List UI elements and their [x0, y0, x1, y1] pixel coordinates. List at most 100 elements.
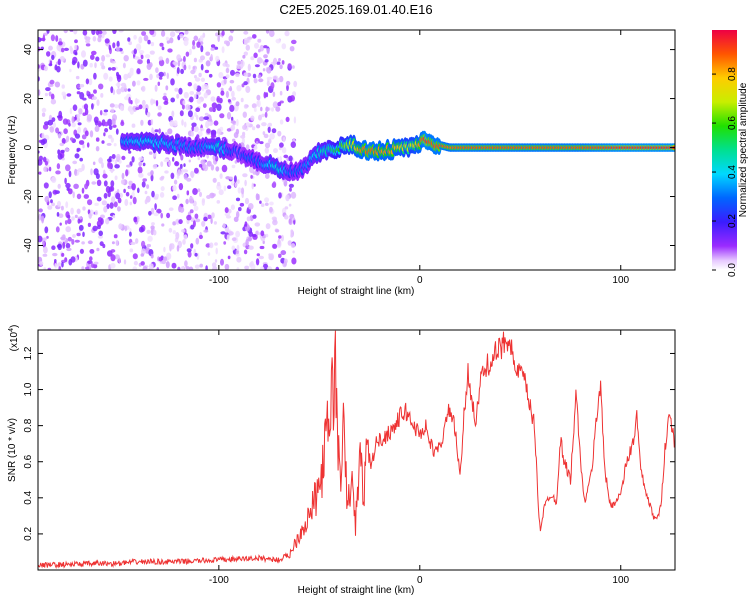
- noise-speckle: [157, 81, 161, 87]
- noise-speckle: [135, 107, 140, 111]
- noise-speckle: [217, 34, 220, 43]
- noise-speckle: [43, 65, 48, 72]
- noise-speckle: [168, 207, 174, 211]
- noise-speckle: [71, 60, 76, 66]
- noise-speckle: [74, 133, 81, 139]
- noise-speckle: [156, 267, 160, 270]
- noise-speckle: [209, 242, 214, 249]
- noise-speckle: [242, 173, 248, 178]
- noise-speckle: [96, 99, 100, 106]
- noise-speckle: [100, 61, 104, 67]
- colorbar-tick-label: 0.8: [727, 67, 738, 81]
- noise-speckle: [43, 182, 49, 189]
- noise-speckle: [56, 163, 61, 170]
- noise-speckle: [138, 156, 144, 161]
- noise-speckle: [108, 76, 113, 82]
- noise-speckle: [38, 37, 42, 43]
- noise-speckle: [120, 121, 125, 127]
- noise-speckle: [38, 235, 43, 243]
- noise-speckle: [103, 180, 108, 187]
- noise-speckle: [92, 225, 98, 232]
- noise-speckle: [159, 76, 163, 80]
- noise-speckle: [172, 221, 177, 226]
- noise-speckle: [178, 219, 183, 225]
- noise-speckle: [172, 157, 175, 162]
- noise-speckle: [182, 100, 186, 105]
- noise-speckle: [260, 106, 263, 112]
- noise-speckle: [114, 104, 119, 109]
- noise-speckle: [141, 248, 146, 255]
- noise-speckle: [214, 46, 219, 50]
- noise-speckle: [185, 198, 189, 205]
- noise-speckle: [292, 91, 297, 97]
- noise-speckle: [266, 76, 273, 80]
- noise-speckle: [97, 235, 103, 239]
- noise-speckle: [234, 182, 238, 188]
- noise-speckle: [229, 104, 235, 112]
- noise-speckle: [280, 250, 287, 256]
- noise-speckle: [148, 151, 153, 155]
- noise-speckle: [51, 117, 56, 122]
- noise-speckle: [94, 62, 97, 69]
- noise-speckle: [62, 118, 69, 125]
- noise-speckle: [253, 78, 258, 84]
- noise-speckle: [124, 198, 129, 207]
- noise-speckle: [98, 30, 103, 35]
- noise-speckle: [66, 135, 70, 142]
- noise-speckle: [276, 61, 281, 65]
- noise-speckle: [70, 137, 74, 141]
- noise-speckle: [230, 120, 236, 124]
- noise-speckle: [134, 56, 140, 60]
- noise-speckle: [167, 128, 173, 135]
- noise-speckle: [82, 59, 88, 67]
- noise-speckle: [138, 50, 145, 54]
- noise-speckle: [66, 93, 72, 97]
- noise-speckle: [63, 47, 69, 52]
- noise-speckle: [178, 183, 184, 191]
- noise-speckle: [172, 185, 177, 192]
- noise-speckle: [174, 161, 178, 165]
- noise-speckle: [100, 93, 104, 98]
- noise-speckle: [289, 95, 295, 102]
- noise-speckle: [256, 253, 260, 257]
- noise-speckle: [67, 218, 72, 225]
- noise-speckle: [271, 216, 277, 221]
- noise-speckle: [260, 230, 265, 237]
- noise-speckle: [263, 133, 269, 139]
- noise-speckle: [52, 189, 58, 195]
- noise-speckle: [192, 188, 198, 195]
- noise-speckle: [90, 54, 95, 60]
- noise-speckle: [49, 79, 55, 85]
- x-tick-label: 100: [612, 275, 629, 286]
- noise-speckle: [54, 259, 57, 263]
- noise-speckle: [142, 266, 148, 270]
- noise-speckle: [48, 63, 53, 67]
- noise-speckle: [265, 173, 270, 179]
- noise-speckle: [215, 247, 218, 255]
- noise-speckle: [203, 216, 208, 222]
- noise-speckle: [175, 30, 181, 34]
- noise-speckle: [228, 35, 234, 42]
- noise-speckle: [94, 120, 99, 126]
- noise-speckle: [163, 71, 166, 77]
- noise-speckle: [205, 121, 210, 129]
- noise-speckle: [43, 166, 48, 172]
- noise-speckle: [78, 140, 85, 145]
- noise-speckle: [54, 64, 58, 71]
- noise-speckle: [89, 130, 94, 138]
- noise-speckle: [266, 80, 270, 87]
- noise-speckle: [235, 230, 241, 238]
- noise-speckle: [258, 49, 261, 53]
- noise-speckle: [258, 255, 264, 260]
- noise-speckle: [169, 37, 174, 44]
- noise-speckle: [173, 120, 178, 127]
- noise-speckle: [81, 241, 85, 245]
- noise-speckle: [160, 175, 165, 180]
- noise-speckle: [143, 77, 149, 81]
- noise-speckle: [138, 36, 143, 44]
- noise-speckle: [42, 156, 47, 163]
- noise-speckle: [65, 242, 71, 249]
- noise-speckle: [278, 58, 281, 62]
- spectrogram-x-label: Height of straight line (km): [298, 286, 415, 297]
- noise-speckle: [219, 113, 225, 119]
